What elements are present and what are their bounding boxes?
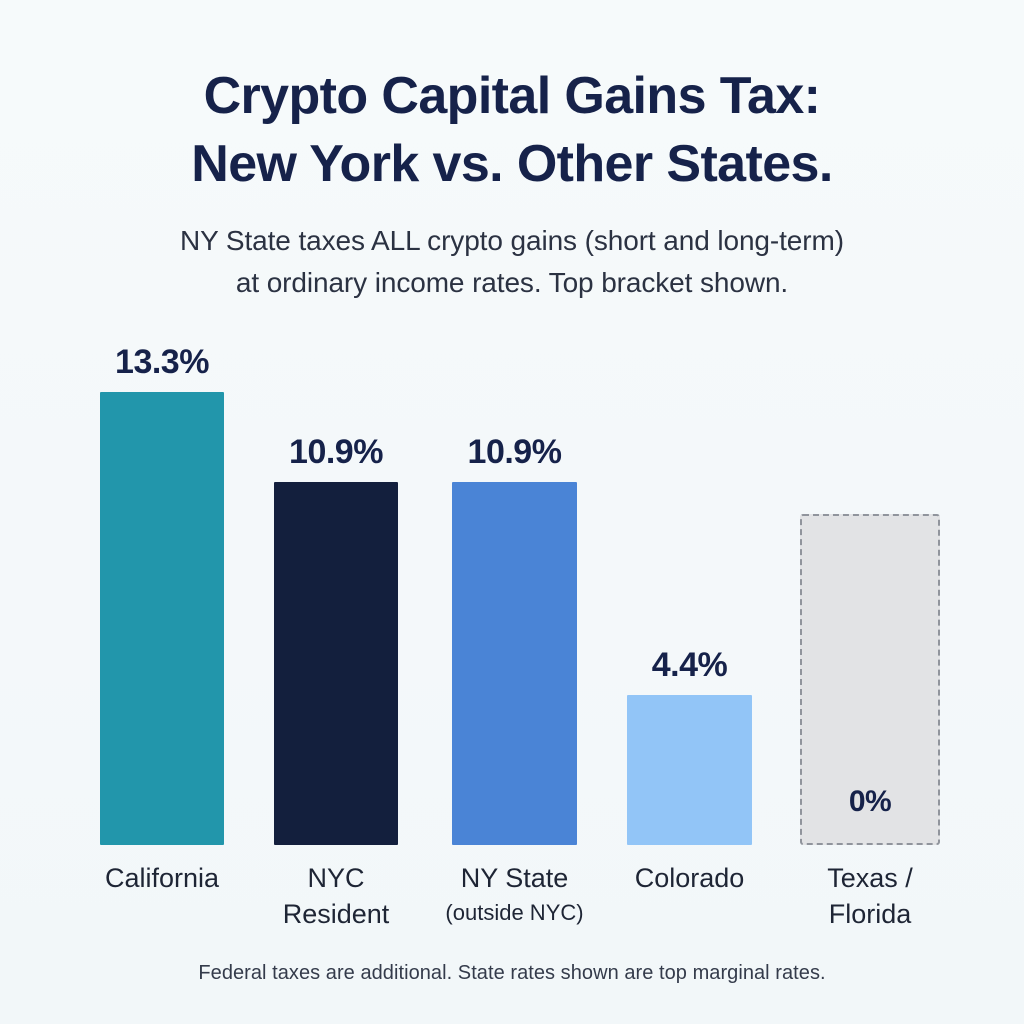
- bar-value-label-ny-state: 10.9%: [467, 433, 562, 471]
- page-subtitle: NY State taxes ALL crypto gains (short a…: [0, 220, 1024, 304]
- bar-group-colorado: 4.4%: [627, 330, 752, 845]
- bar-california[interactable]: [100, 392, 224, 845]
- title-line-2: New York vs. Other States.: [191, 135, 833, 193]
- category-label-ny-state: NY State (outside NYC): [412, 860, 617, 930]
- subtitle-line-1: NY State taxes ALL crypto gains (short a…: [180, 225, 844, 256]
- category-label-line1-nyc-resident: NYC: [307, 863, 365, 893]
- category-label-line1-colorado: Colorado: [634, 863, 745, 893]
- category-label-line1-california: California: [104, 863, 220, 893]
- category-label-line2-nyc-resident: Resident: [282, 899, 390, 929]
- category-label-line2-texas-florida: Florida: [828, 899, 912, 929]
- bar-ny-state[interactable]: [452, 482, 577, 845]
- category-label-line2-ny-state: (outside NYC): [445, 900, 584, 925]
- chart-footnote: Federal taxes are additional. State rate…: [198, 962, 826, 984]
- bar-chart: 13.3% 10.9% 10.9% 4.4% 0%: [0, 330, 1024, 860]
- page-title: Crypto Capital Gains Tax: New York vs. O…: [0, 62, 1024, 198]
- bar-group-texas-florida: 0%: [800, 330, 940, 845]
- subtitle-line-2: at ordinary income rates. Top bracket sh…: [235, 267, 789, 298]
- chart-plot-area: 13.3% 10.9% 10.9% 4.4% 0%: [0, 330, 1024, 845]
- bar-value-label-texas-florida: 0%: [848, 785, 892, 818]
- bar-group-nyc-resident: 10.9%: [274, 330, 398, 845]
- category-label-texas-florida: Texas / Florida: [760, 860, 980, 932]
- bar-value-label-colorado: 4.4%: [651, 646, 728, 684]
- chart-category-axis: California NYC Resident NY State (outside NY…: [0, 860, 1024, 950]
- bar-group-california: 13.3%: [100, 330, 224, 845]
- category-label-nyc-resident: NYC Resident: [234, 860, 438, 932]
- chart-header: Crypto Capital Gains Tax: New York vs. O…: [0, 62, 1024, 304]
- bar-texas-florida[interactable]: [800, 514, 940, 845]
- bar-group-ny-state: 10.9%: [452, 330, 577, 845]
- bar-value-label-california: 13.3%: [115, 343, 209, 381]
- category-label-line1-ny-state: NY State: [460, 863, 569, 893]
- title-line-1: Crypto Capital Gains Tax:: [203, 67, 821, 125]
- bar-value-label-nyc-resident: 10.9%: [289, 433, 383, 471]
- category-label-line1-texas-florida: Texas /: [827, 863, 913, 893]
- bar-nyc-resident[interactable]: [274, 482, 398, 845]
- category-label-colorado: Colorado: [587, 860, 792, 896]
- bar-colorado[interactable]: [627, 695, 752, 845]
- category-label-california: California: [60, 860, 264, 896]
